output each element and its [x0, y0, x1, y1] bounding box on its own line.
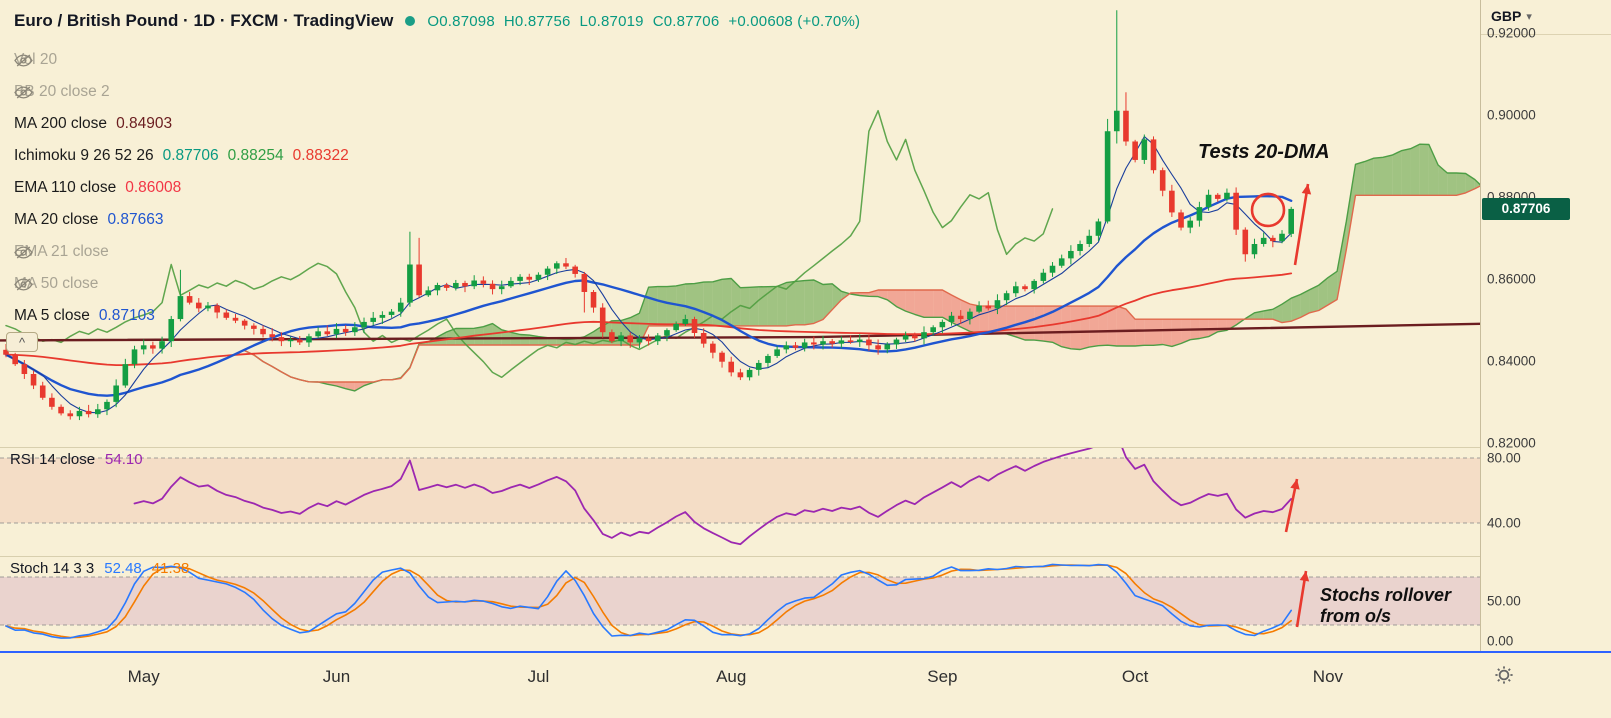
stoch-legend[interactable]: Stoch 14 3 3 52.48 41.38: [10, 560, 189, 577]
legend-row-ma-5-close[interactable]: MA 5 close 0.87103: [14, 300, 860, 332]
ohlc-change: +0.00608 (+0.70%): [728, 12, 861, 30]
ohlc-high: H0.87756: [503, 12, 571, 30]
stoch-k-value: 52.48: [104, 560, 142, 577]
price-tick: 0.90000: [1487, 107, 1536, 123]
legend-row-ema-21-close[interactable]: EMA 21 close: [14, 236, 860, 268]
stoch-label: Stoch 14 3 3: [10, 560, 95, 577]
legend-label: EMA 110 close: [14, 179, 117, 196]
annotation-tests-20dma-text[interactable]: Tests 20-DMA: [1198, 141, 1330, 163]
annotation-stoch-rollover-text[interactable]: Stochs rollover from o/s: [1320, 585, 1452, 626]
ema110-line: [5, 272, 1293, 367]
legend-value: 0.88322: [292, 147, 349, 164]
time-axis-month-jun: Jun: [322, 667, 351, 686]
price-tick: 0.84000: [1487, 353, 1536, 369]
time-axis-month-aug: Aug: [716, 667, 747, 686]
legend-value: 0.87706: [162, 147, 219, 164]
ohlc-readout: O0.87098 H0.87756 L0.87019 C0.87706 +0.0…: [427, 13, 860, 30]
last-price-badge[interactable]: 0.87706: [1482, 197, 1570, 220]
annotation-arrow[interactable]: [1293, 183, 1312, 266]
rsi-value: 54.10: [105, 451, 143, 468]
ohlc-close: C0.87706: [652, 12, 720, 30]
stoch-k-line: [5, 563, 1292, 639]
scale-divider: [1481, 34, 1611, 35]
legend-row-ma-200-close[interactable]: MA 200 close 0.84903: [14, 108, 860, 140]
price-tick: 0.92000: [1487, 25, 1536, 41]
rsi-line: [133, 448, 1293, 546]
ma20-line: [4, 194, 1293, 397]
ohlc-low: L0.87019: [579, 12, 644, 30]
time-axis-month-sep: Sep: [927, 667, 958, 686]
price-scale-axis[interactable]: GBP ▾ 0.92000 0.90000 0.88000 0.86000 0.8400…: [1480, 0, 1611, 651]
stoch-band: [0, 577, 1480, 625]
chevron-up-icon: ^: [18, 334, 26, 350]
price-tick: 0.82000: [1487, 435, 1536, 451]
main-price-chart[interactable]: [0, 0, 1480, 447]
annotation-circle: [1250, 192, 1286, 228]
indicator-legend-rows: Vol 20 BB 20 close 2 MA 200 close 0.84903 Ic…: [14, 44, 860, 332]
time-axis-month-jul: Jul: [527, 667, 550, 686]
legend-label: EMA 21 close: [14, 243, 109, 260]
chart-legend: Euro / British Pound · 1D · FXCM · Tradi…: [14, 6, 860, 332]
legend-label: MA 5 close: [14, 307, 90, 324]
stoch-d-value: 41.38: [151, 560, 190, 577]
legend-row-vol-20[interactable]: Vol 20: [14, 44, 860, 76]
ohlc-open: O0.87098: [427, 12, 495, 30]
time-axis-month-nov: Nov: [1312, 667, 1344, 686]
legend-label: MA 20 close: [14, 211, 99, 228]
rsi-band: [0, 458, 1480, 523]
legend-value: 0.87103: [98, 307, 155, 324]
time-axis[interactable]: May Jun Jul Aug Sep Oct Nov: [0, 651, 1611, 718]
pane-separator: [0, 556, 1480, 557]
time-axis-month-oct: Oct: [1121, 667, 1149, 686]
currency-label: GBP: [1491, 8, 1522, 24]
rsi-axis-tick: 80.00: [1487, 450, 1521, 466]
legend-label: MA 50 close: [14, 275, 99, 292]
price-tick: 0.86000: [1487, 271, 1536, 287]
chevron-down-icon: ▾: [1526, 10, 1532, 23]
legend-row-ichimoku-9-26-52-26[interactable]: Ichimoku 9 26 52 26 0.87706 0.88254 0.88322: [14, 140, 860, 172]
legend-row-bb-20-close-2[interactable]: BB 20 close 2: [14, 76, 860, 108]
legend-value: 0.86008: [125, 179, 182, 196]
rsi-axis-tick: 40.00: [1487, 515, 1521, 531]
annotation-drawings[interactable]: [1250, 183, 1312, 266]
rsi-pane[interactable]: [0, 448, 1480, 556]
symbol-header: Euro / British Pound · 1D · FXCM · Tradi…: [14, 6, 860, 36]
legend-label: BB 20 close 2: [14, 83, 110, 100]
symbol-title[interactable]: Euro / British Pound · 1D · FXCM · Tradi…: [14, 11, 394, 30]
legend-label: Ichimoku 9 26 52 26: [14, 147, 154, 164]
stoch-pane[interactable]: [0, 557, 1480, 650]
time-axis-month-may: May: [127, 667, 160, 686]
rsi-label: RSI 14 close: [10, 451, 96, 468]
legend-row-ma-20-close[interactable]: MA 20 close 0.87663: [14, 204, 860, 236]
legend-row-ema-110-close[interactable]: EMA 110 close 0.86008: [14, 172, 860, 204]
annotation-arrow[interactable]: [1295, 570, 1310, 628]
stoch-axis-tick: 50.00: [1487, 593, 1521, 609]
candlestick-series: [3, 10, 1294, 421]
annotation-arrow[interactable]: [1284, 478, 1300, 533]
legend-label: MA 200 close: [14, 115, 108, 132]
legend-collapse-button[interactable]: ^: [6, 332, 38, 352]
legend-value: 0.88254: [227, 147, 284, 164]
live-status-dot-icon: [405, 16, 416, 26]
pane-separator: [0, 447, 1480, 448]
legend-row-ma-50-close[interactable]: MA 50 close: [14, 268, 860, 300]
legend-value: 0.87663: [107, 211, 164, 228]
currency-selector[interactable]: GBP ▾: [1491, 8, 1532, 24]
rsi-legend[interactable]: RSI 14 close 54.10: [10, 451, 143, 468]
legend-value: 0.84903: [116, 115, 173, 132]
stoch-axis-tick: 0.00: [1487, 633, 1514, 649]
